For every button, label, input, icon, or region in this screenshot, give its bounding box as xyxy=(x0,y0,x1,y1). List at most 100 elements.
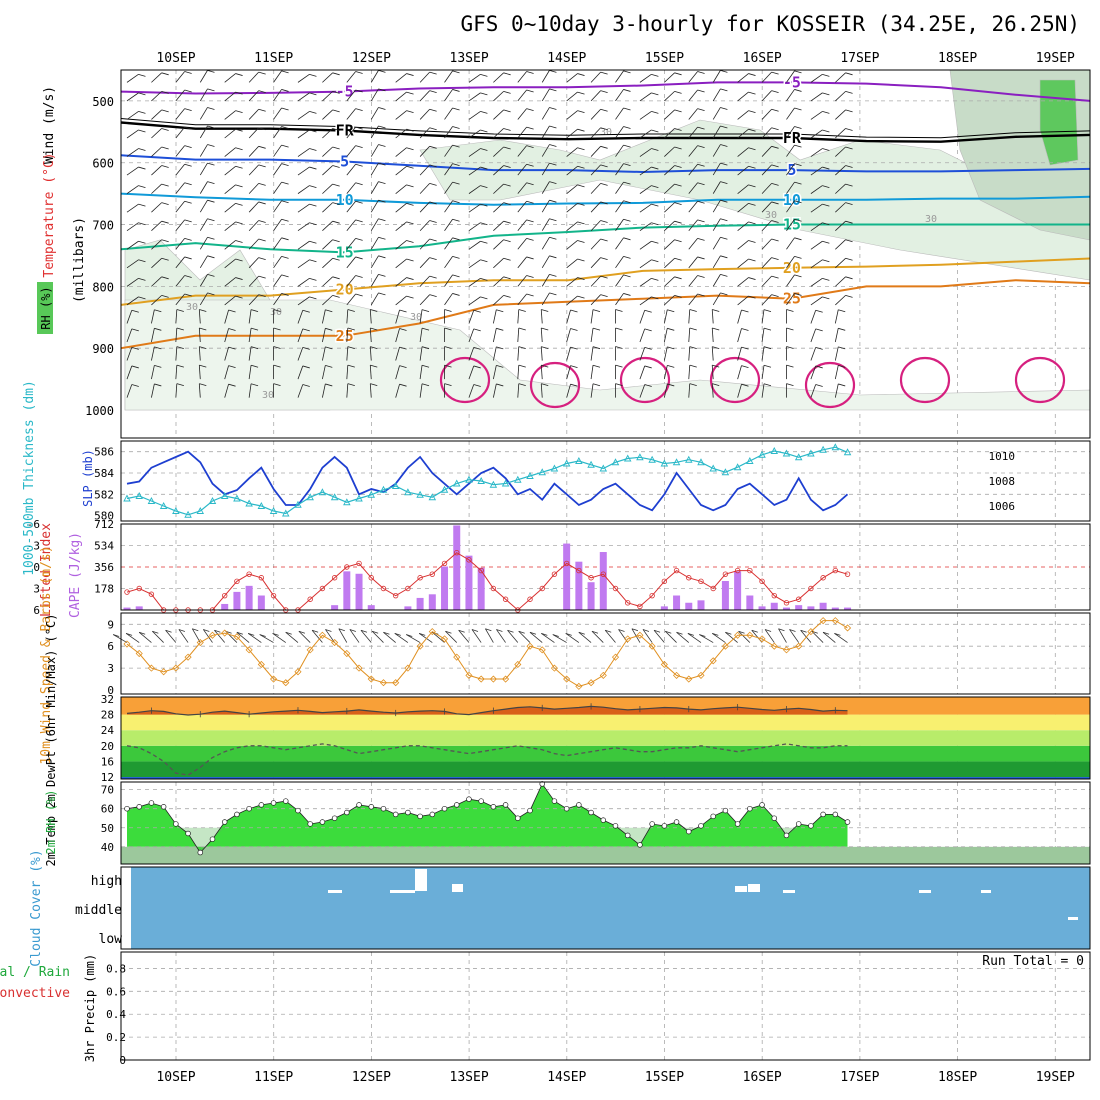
barb-staff xyxy=(517,219,527,231)
upper-wind-barb xyxy=(566,346,578,361)
barb-staff xyxy=(541,218,550,231)
t2m-ytick-label: 24 xyxy=(101,724,115,737)
wind-barb xyxy=(687,633,702,643)
barb-staff xyxy=(517,163,527,176)
barb-flag xyxy=(845,276,853,280)
upper-wind-barb xyxy=(712,199,728,213)
upper-wind-barb xyxy=(517,200,534,213)
upper-wind-barb xyxy=(639,111,659,120)
barb-staff xyxy=(248,183,259,194)
wind-speed-marker xyxy=(245,646,253,654)
upper-wind-barb xyxy=(468,92,488,102)
upper-wind-barb xyxy=(786,309,794,324)
barb-flag xyxy=(473,365,481,369)
upper-wind-barb xyxy=(688,219,705,231)
rh-marker xyxy=(710,813,716,820)
wind-speed-marker xyxy=(379,679,388,687)
upper-wind-barb xyxy=(369,327,378,343)
barb-staff xyxy=(639,222,652,232)
barb-staff xyxy=(175,365,178,380)
upper-wind-barb xyxy=(835,72,853,83)
wind-barb-flag xyxy=(676,631,683,635)
isotherm-line xyxy=(120,279,1091,350)
upper-wind-barb xyxy=(688,275,705,287)
upper-wind-barb xyxy=(322,109,340,120)
li-marker xyxy=(795,596,802,602)
barb-staff xyxy=(151,72,162,83)
barb-flag xyxy=(309,166,317,170)
wind-barb-flag xyxy=(311,629,319,633)
thk-ytick-label: 580 xyxy=(94,510,114,523)
upper-wind-barb xyxy=(151,202,169,213)
barb-flag xyxy=(615,309,623,312)
barb-staff xyxy=(688,309,691,324)
isotherm-line xyxy=(120,118,1091,139)
wind-barb xyxy=(822,631,836,643)
barb-staff xyxy=(444,256,453,269)
barb-flag xyxy=(592,309,601,312)
barb-flag xyxy=(794,255,802,259)
barb-flag xyxy=(302,365,310,369)
wind-barb xyxy=(642,629,653,643)
barb-flag xyxy=(741,383,749,387)
upper-wind-barb xyxy=(151,309,162,324)
upper-wind-barb xyxy=(810,148,830,157)
cloud-block xyxy=(748,884,760,892)
barb-staff xyxy=(664,276,675,287)
upper-wind-barb xyxy=(444,218,460,231)
barb-staff xyxy=(664,295,675,306)
precip-panel xyxy=(121,968,1090,1038)
upper-wind-barb xyxy=(810,277,830,287)
cape-bar xyxy=(453,525,461,610)
wind-speed-marker xyxy=(795,642,803,650)
barb-flag xyxy=(347,327,355,331)
barb-flag xyxy=(720,255,728,259)
barb-flag xyxy=(623,126,631,129)
barb-flag xyxy=(452,218,460,222)
barb-staff xyxy=(711,309,714,324)
barb-staff xyxy=(297,296,310,306)
barb-staff xyxy=(688,293,698,306)
upper-wind-barb xyxy=(273,255,289,269)
barb-staff xyxy=(737,184,749,194)
wind-barb-flag xyxy=(471,629,479,632)
upper-wind-barb xyxy=(322,239,340,250)
slp-marker xyxy=(172,507,180,514)
upper-wind-barb xyxy=(273,309,281,324)
barb-staff xyxy=(346,219,356,231)
barb-staff xyxy=(369,328,372,343)
barb-staff xyxy=(322,128,333,139)
ylabel-rh: RH (%) xyxy=(39,286,53,329)
upper-wind-barb xyxy=(346,89,363,102)
wind-barb-flag xyxy=(325,629,332,632)
barb-staff xyxy=(615,144,624,157)
barb-staff xyxy=(688,108,698,120)
wind-barb-flag xyxy=(192,628,199,632)
barb-flag xyxy=(228,365,236,369)
wind-barb xyxy=(311,630,323,643)
wind-barb xyxy=(383,631,396,643)
barb-flag xyxy=(250,346,259,350)
slp-marker xyxy=(648,455,656,463)
barb-staff xyxy=(810,203,823,213)
barb-flag xyxy=(281,107,289,111)
upper-wind-barb xyxy=(322,183,340,194)
date-label-bottom: 10SEP xyxy=(156,1070,195,1085)
wind-speed-marker xyxy=(306,646,314,654)
barb-flag xyxy=(378,88,386,92)
ylabel-lifted-index: Lifted Index xyxy=(39,523,54,617)
upper-wind-barb xyxy=(737,184,756,194)
upper-wind-barb xyxy=(297,129,317,139)
barb-flag xyxy=(651,203,659,207)
barb-staff xyxy=(468,148,481,157)
barb-flag xyxy=(309,259,317,263)
upper-wind-barb xyxy=(786,383,794,398)
barb-staff xyxy=(590,71,601,83)
barb-flag xyxy=(429,71,437,75)
wind-barb-flag xyxy=(485,628,492,632)
barb-staff xyxy=(761,238,772,250)
upper-wind-barb xyxy=(199,88,215,102)
barb-flag xyxy=(332,165,340,168)
upper-wind-barb xyxy=(590,327,601,343)
upper-wind-barb xyxy=(151,183,169,194)
